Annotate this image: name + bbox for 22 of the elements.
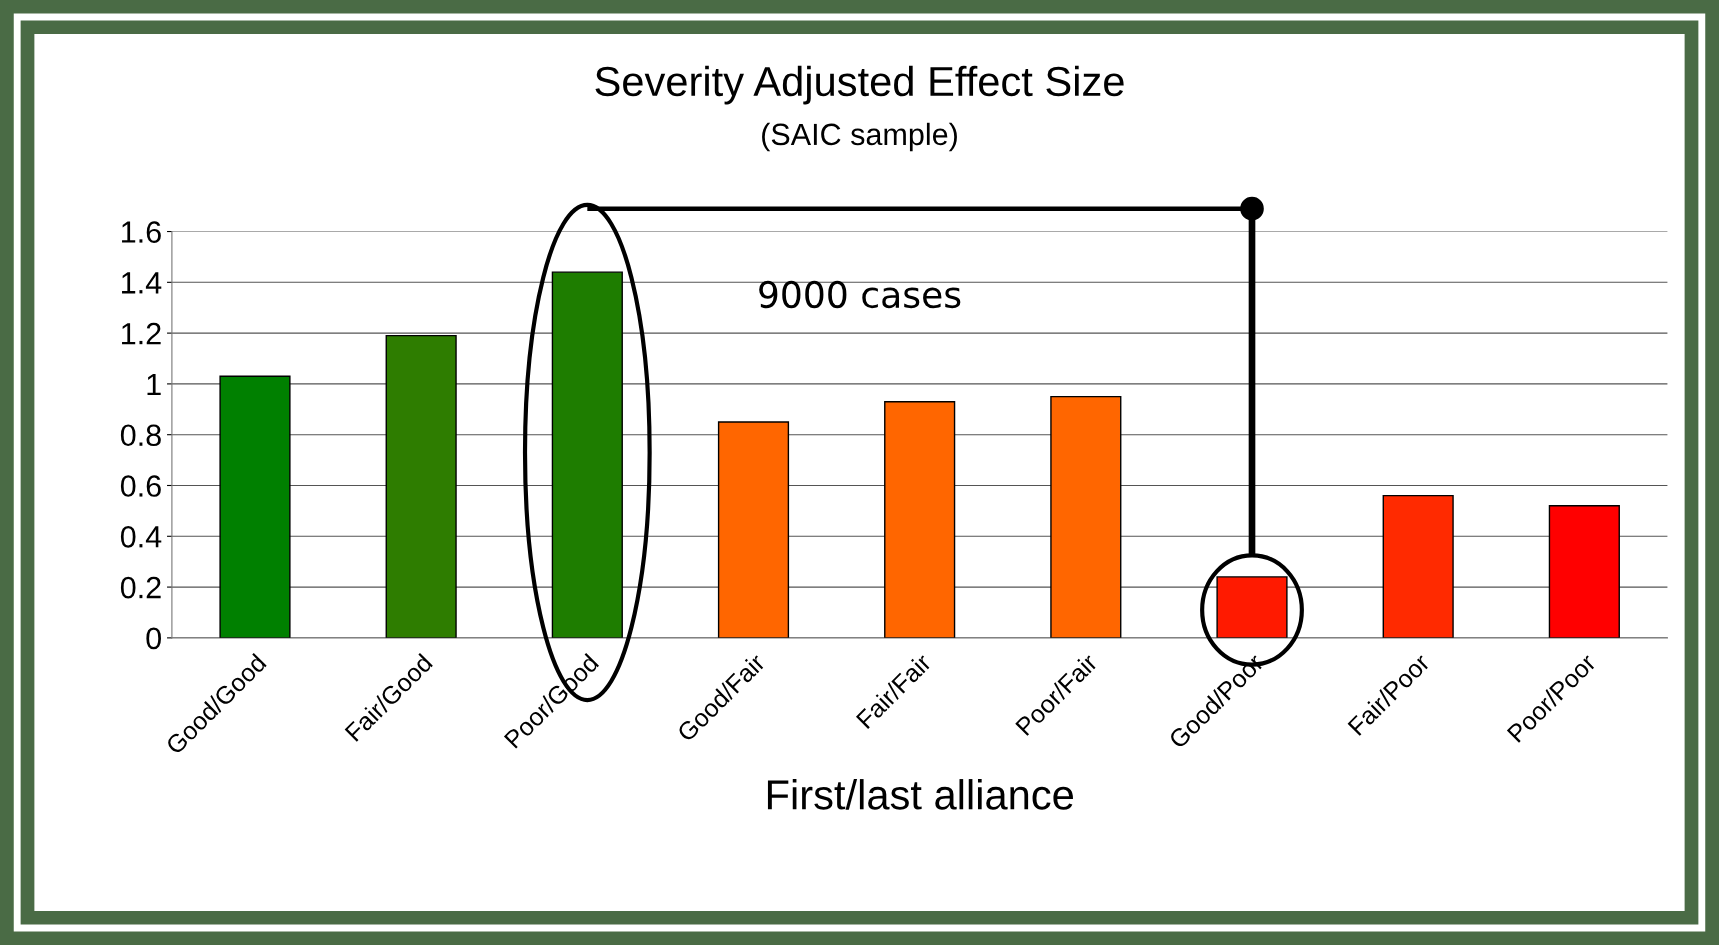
- annotation: 9000 cases: [759, 280, 961, 309]
- bar: [717, 421, 790, 638]
- bar: [1382, 494, 1454, 638]
- bar: [884, 400, 956, 638]
- y-tick-label: 0.6: [120, 475, 161, 497]
- y-tick-label: 0: [146, 627, 161, 650]
- y-tick-label: 1: [147, 373, 161, 395]
- y-tick-label: 1.4: [122, 272, 162, 294]
- bar: [1050, 395, 1122, 638]
- bar: [219, 375, 291, 638]
- bar: [1216, 576, 1288, 638]
- y-tick-label: 0.2: [120, 576, 161, 599]
- y-tick-label: 0.8: [120, 424, 161, 447]
- y-tick-label: 1.6: [122, 221, 161, 243]
- chart-subtitle: (SAIC sample): [762, 122, 957, 152]
- y-tick-label: 1.2: [122, 322, 161, 345]
- x-axis-title: First/last alliance: [767, 779, 1073, 810]
- y-tick-label: 0.4: [120, 526, 162, 548]
- bar: [551, 271, 623, 638]
- chart-title: Severity Adjusted Effect Size: [595, 65, 1124, 105]
- bar: [385, 334, 457, 638]
- bar: [1548, 505, 1620, 638]
